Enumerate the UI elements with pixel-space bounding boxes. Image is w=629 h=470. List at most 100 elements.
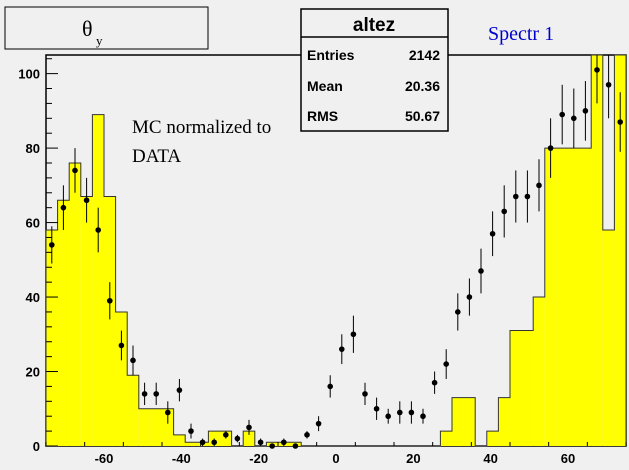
title-subscript: y [96, 33, 103, 48]
histogram-bar [104, 196, 116, 446]
histogram-bar [185, 442, 197, 446]
data-point [269, 443, 276, 449]
histogram-bar [69, 162, 81, 446]
data-point [385, 413, 392, 420]
data-point [513, 193, 519, 200]
histogram-bar [568, 148, 580, 446]
histogram-bar [92, 114, 104, 446]
data-point [420, 413, 426, 420]
data-point [373, 405, 380, 412]
data-point [536, 182, 542, 189]
title-symbol: θ [82, 16, 93, 41]
histogram-bar [579, 148, 592, 446]
histogram-bar [243, 431, 255, 446]
x-tick-label: 60 [561, 451, 575, 466]
data-point [141, 391, 148, 397]
data-point [547, 145, 554, 151]
data-point [257, 439, 264, 446]
data-point [315, 420, 322, 427]
histogram-bar [463, 397, 476, 446]
data-point [524, 193, 531, 200]
histogram-bar [440, 431, 452, 446]
data-point [95, 227, 101, 233]
annotation-line1: MC normalized to [132, 117, 271, 138]
spectrum-label: Spectr 1 [488, 23, 554, 45]
stats-entries-label: Entries [307, 47, 355, 63]
data-point [466, 294, 473, 300]
data-point [188, 428, 194, 434]
data-point [582, 108, 589, 114]
x-tick-label: -40 [172, 451, 191, 466]
y-tick-label: 80 [26, 141, 40, 156]
data-point [281, 439, 287, 446]
x-axis: -60 -40 -20 0 20 40 60 [45, 442, 627, 466]
histogram-bar [544, 148, 557, 446]
x-tick-label: -20 [249, 451, 268, 466]
histogram-bar [138, 408, 151, 446]
histogram-bar [57, 200, 70, 446]
x-tick-label: -60 [95, 451, 114, 466]
stats-mean-value: 20.36 [405, 78, 440, 94]
data-point [118, 342, 125, 349]
data-point [153, 391, 159, 397]
histogram-bar [452, 397, 464, 446]
data-point [571, 115, 577, 122]
histogram-bar [498, 397, 510, 446]
stats-rms-value: 50.67 [405, 108, 440, 124]
data-point [165, 409, 171, 416]
data-point [478, 268, 484, 274]
histogram-bar [521, 330, 534, 446]
y-tick-label: 60 [26, 216, 40, 231]
x-tick-label: 40 [483, 451, 497, 466]
data-point [408, 409, 415, 416]
y-axis: 0 20 40 60 80 100 [18, 58, 58, 454]
data-point [489, 230, 496, 237]
y-tick-label: 100 [18, 67, 40, 82]
filled-histogram [46, 55, 626, 446]
data-point [443, 361, 450, 367]
histogram-bar [162, 408, 174, 446]
data-point [350, 331, 357, 338]
data-point [304, 432, 310, 438]
histogram-bar [591, 55, 603, 446]
y-tick-label: 20 [26, 365, 40, 380]
x-tick-label: 0 [332, 451, 339, 466]
stats-entries-value: 2142 [409, 47, 440, 63]
stats-rms-label: RMS [307, 108, 338, 124]
data-point [431, 379, 438, 386]
histogram-bar [173, 434, 186, 446]
data-point [362, 391, 368, 397]
data-point [223, 432, 229, 438]
stats-name: altez [353, 15, 395, 36]
data-point [199, 439, 206, 446]
outline-histogram [45, 54, 627, 447]
histogram-bar [556, 148, 568, 446]
histogram-bar [150, 408, 162, 446]
stats-mean-label: Mean [307, 78, 343, 94]
histogram-bar [115, 311, 128, 446]
y-tick-label: 40 [26, 290, 40, 305]
data-point [60, 204, 67, 211]
data-point [246, 424, 252, 431]
histogram-bar [46, 230, 58, 446]
data-point [107, 297, 113, 304]
data-point [83, 197, 90, 204]
data-point [234, 435, 241, 442]
data-point [292, 443, 299, 449]
data-point [72, 167, 78, 174]
data-point [339, 346, 345, 352]
data-point [455, 309, 461, 315]
data-point [176, 387, 183, 393]
title-box [4, 6, 209, 50]
histogram-bar [510, 330, 522, 446]
data-point [397, 409, 403, 416]
data-point [211, 439, 217, 446]
histogram-bar [127, 375, 139, 446]
histogram-bar [533, 297, 545, 446]
data-point [501, 208, 508, 215]
data-point [605, 81, 612, 88]
data-point [130, 357, 136, 364]
histogram-bar [602, 230, 615, 446]
